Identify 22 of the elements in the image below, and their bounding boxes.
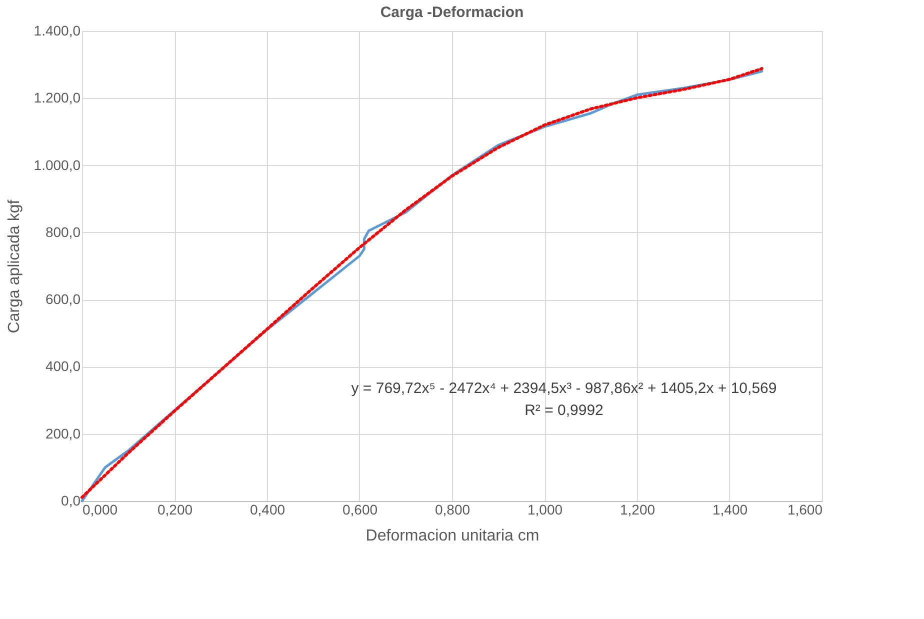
x-tick-label: 1,400 (712, 502, 748, 518)
x-tick-label: 1,000 (527, 502, 563, 518)
y-tick-label: 0,0 (61, 492, 81, 508)
x-axis-title: Deformacion unitaria cm (366, 528, 540, 544)
x-tick-label: 0,800 (434, 502, 470, 518)
y-tick-label: 800,0 (45, 224, 81, 240)
x-tick-label: 0,000 (82, 502, 118, 518)
y-tick-label: 1.400,0 (34, 22, 81, 38)
x-tick-label: 0,200 (157, 502, 193, 518)
y-tick-label: 400,0 (45, 358, 81, 374)
y-tick-label: 600,0 (45, 291, 81, 308)
y-tick-label: 200,0 (45, 425, 81, 442)
y-tick-label: 1.200,0 (34, 90, 81, 106)
x-tick-label: 0,400 (250, 502, 286, 518)
x-tick-label: 1,200 (620, 502, 656, 518)
annotation: R² = 0,9992 (524, 402, 604, 420)
chart-title: Carga -Deformacion (380, 4, 524, 21)
x-tick-label: 1,600 (787, 502, 823, 518)
y-tick-label: 1.000,0 (34, 156, 81, 173)
annotation: y = 769,72x⁵ - 2472x⁴ + 2394,5x³ - 987,86x² + 1405,2x + 10,569 (351, 380, 777, 398)
y-axis-title: Carga aplicada kgf (6, 199, 23, 334)
x-tick-label: 0,600 (342, 502, 378, 518)
